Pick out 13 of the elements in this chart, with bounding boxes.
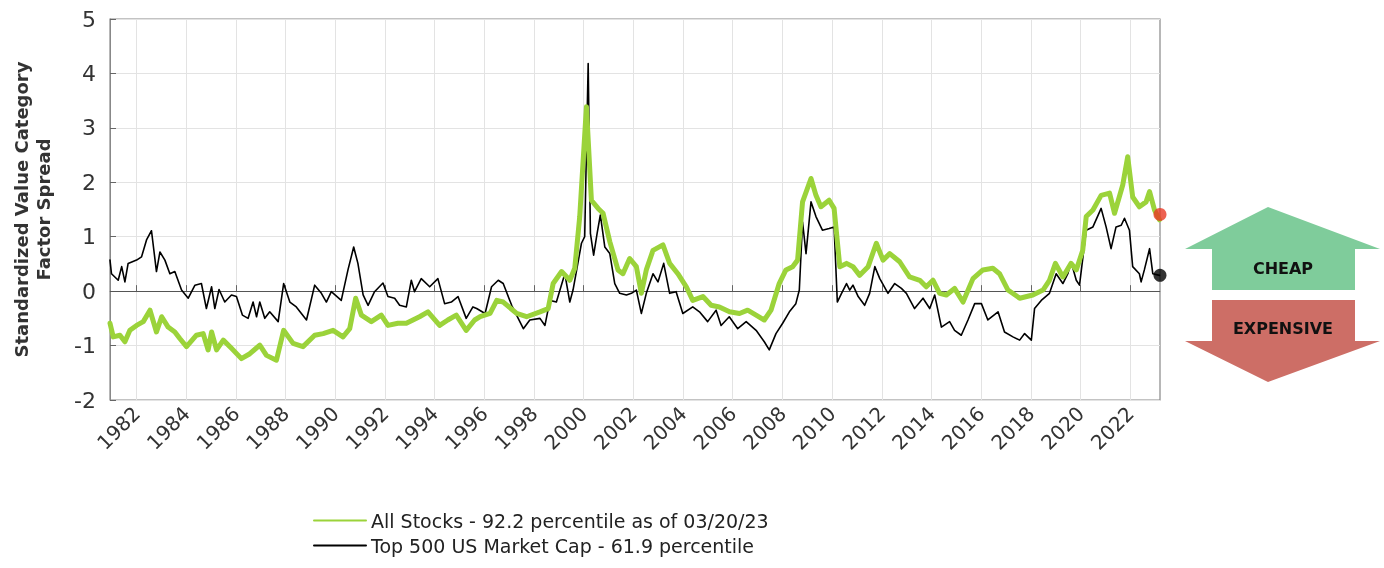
- y-axis-title: Standardized Value Category Factor Spread: [10, 61, 54, 358]
- legend-label: All Stocks - 92.2 percentile as of 03/20/23: [371, 509, 769, 532]
- y-tick-label: 2: [82, 169, 96, 195]
- text: EXPENSIVE: [1232, 319, 1334, 338]
- y-tick-label: 4: [82, 60, 96, 86]
- legend-label: Top 500 US Market Cap - 61.9 percentile: [370, 534, 755, 557]
- y-tick-label: -2: [74, 387, 96, 413]
- y-tick-label: 0: [82, 278, 96, 304]
- y-tick-label: 3: [82, 115, 96, 141]
- text: CHEAP: [1252, 259, 1314, 278]
- y-tick-label: -1: [74, 333, 96, 359]
- y-tick-label: 5: [82, 6, 96, 32]
- y-tick-label: 1: [82, 224, 96, 250]
